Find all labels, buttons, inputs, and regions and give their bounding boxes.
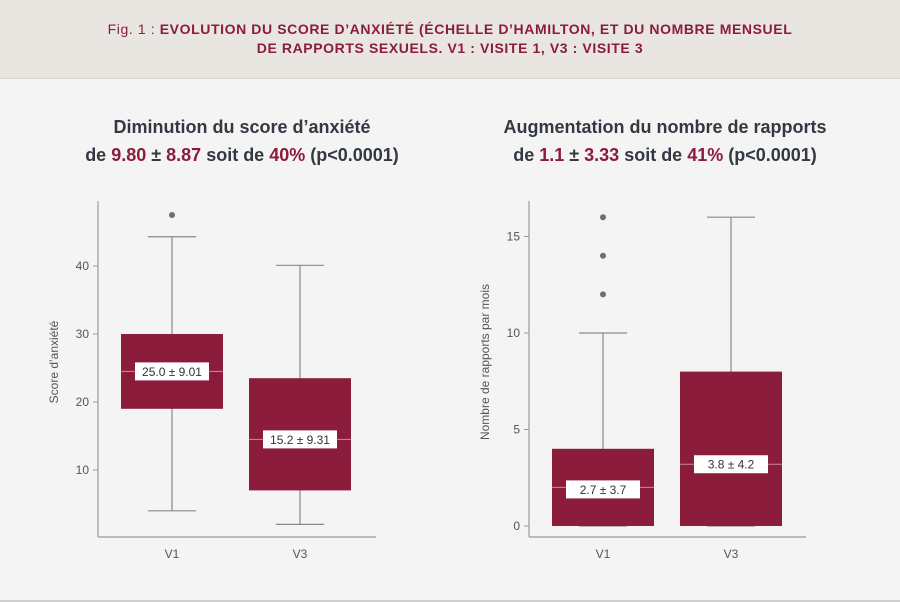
- right-x-tick-label-v1: V1: [596, 547, 611, 561]
- right-outlier-v1: [600, 291, 606, 298]
- right-outlier-v1: [600, 252, 606, 259]
- figure-title-text-1: EVOLUTION DU SCORE D’ANXIÉTÉ (ÉCHELLE D’…: [159, 21, 793, 37]
- left-y-tick-label: 10: [76, 463, 90, 477]
- left-chart: 10 20 30 40 Score d’anxiété 25.0 ± 9.01 V1 15.2…: [47, 201, 376, 561]
- left-y-tick-label: 30: [76, 327, 90, 341]
- figure-header: Fig. 1 : EVOLUTION DU SCORE D’ANXIÉTÉ (É…: [0, 0, 900, 79]
- right-value-label-bg-v1: [566, 480, 640, 499]
- right-value-label-bg-v3: [694, 455, 768, 474]
- right-title-line-2: de 1.1 ± 3.33 soit de 41% (p<0.0001): [513, 145, 817, 165]
- figure-prefix: Fig. 1 :: [107, 21, 160, 37]
- right-y-tick-label: 10: [507, 326, 521, 340]
- left-value-label-bg-v1: [135, 362, 209, 381]
- figure-title-line-1: Fig. 1 : EVOLUTION DU SCORE D’ANXIÉTÉ (É…: [0, 21, 900, 37]
- bottom-rule: [0, 600, 900, 602]
- right-y-tick-label: 15: [507, 230, 521, 244]
- right-title-line-1: Augmentation du nombre de rapports: [503, 117, 827, 137]
- right-y-tick-label: 0: [513, 519, 520, 533]
- left-y-axis-label: Score d’anxiété: [47, 320, 61, 403]
- right-box-v3: [680, 371, 782, 526]
- left-y-tick-label: 20: [76, 395, 90, 409]
- right-value-label-v1: 2.7 ± 3.7: [580, 483, 627, 497]
- right-panel-title: Augmentation du nombre de rapports de 1.…: [465, 113, 865, 169]
- left-title-line-2: de 9.80 ± 8.87 soit de 40% (p<0.0001): [85, 145, 399, 165]
- right-value-label-v3: 3.8 ± 4.2: [708, 458, 755, 472]
- right-x-tick-label-v3: V3: [724, 547, 739, 561]
- left-x-tick-label-v3: V3: [293, 547, 308, 561]
- right-outlier-v1: [600, 214, 606, 221]
- figure-title-line-2: DE RAPPORTS SEXUELS. V1 : VISITE 1, V3 :…: [256, 40, 644, 56]
- right-chart: 0 5 10 15 Nombre de rapports par mois 2.7 ± 3…: [478, 201, 806, 561]
- left-x-tick-label-v1: V1: [165, 547, 180, 561]
- right-y-axis-label: Nombre de rapports par mois: [478, 284, 492, 440]
- left-value-label-v1: 25.0 ± 9.01: [142, 365, 202, 379]
- left-y-tick-label: 40: [76, 259, 90, 273]
- left-title-line-1: Diminution du score d’anxiété: [113, 117, 371, 137]
- right-y-tick-label: 5: [513, 423, 520, 437]
- left-value-label-v3: 15.2 ± 9.31: [270, 433, 330, 447]
- left-outlier-v1: [169, 212, 175, 218]
- left-value-label-bg-v3: [263, 430, 337, 449]
- left-panel-title: Diminution du score d’anxiété de 9.80 ± …: [42, 113, 442, 169]
